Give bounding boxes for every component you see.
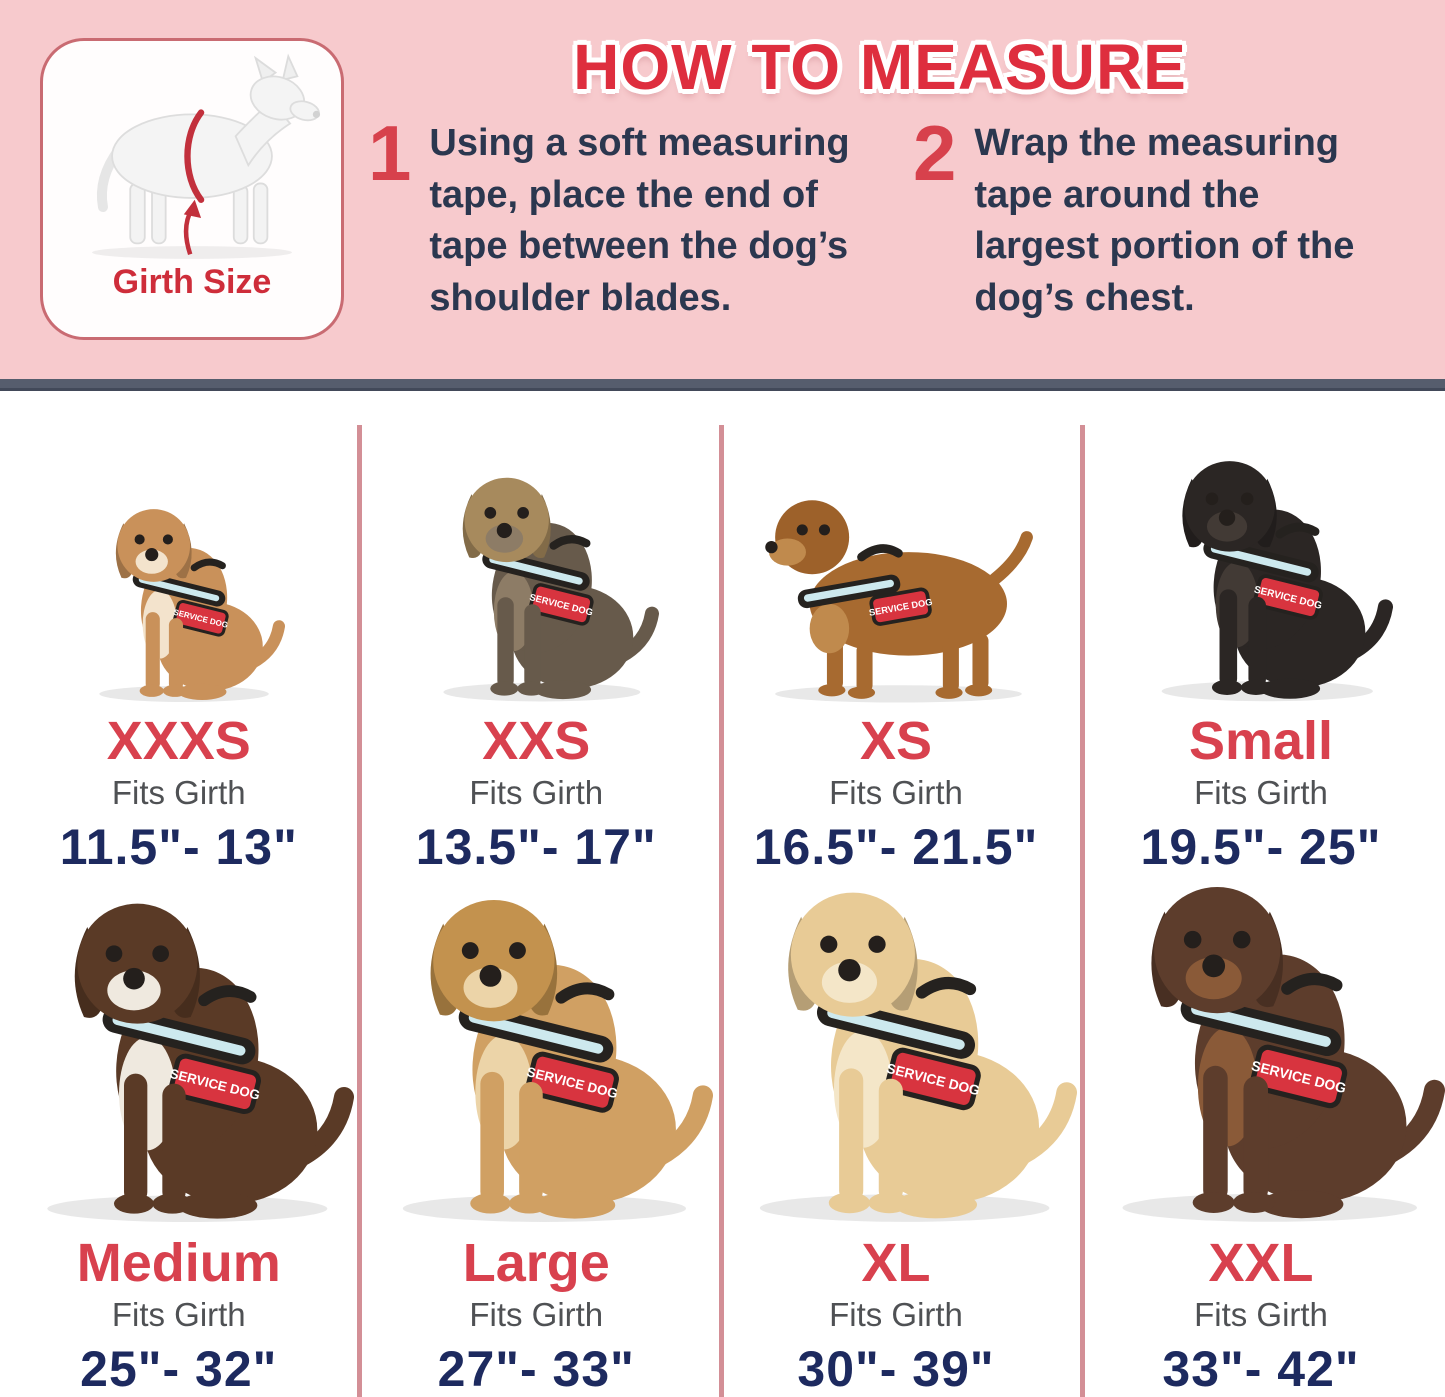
step-2-number: 2 bbox=[913, 109, 957, 197]
size-cell-medium: Medium Fits Girth 25"- 32" bbox=[0, 853, 358, 1397]
step-1: 1 Using a soft measuring tape, place the… bbox=[368, 109, 913, 325]
girth-range: 30"- 39" bbox=[797, 1340, 995, 1397]
column-divider bbox=[357, 425, 362, 1397]
measure-steps: 1 Using a soft measuring tape, place the… bbox=[368, 109, 1418, 325]
step-2-text: Wrap the measuring tape around the large… bbox=[974, 122, 1355, 320]
girth-range: 13.5"- 17" bbox=[415, 818, 657, 875]
column-divider bbox=[719, 425, 724, 1397]
girth-range: 16.5"- 21.5" bbox=[753, 818, 1039, 875]
dog-photo-dachshund-puppy bbox=[73, 493, 285, 705]
size-grid: XXXS Fits Girth 11.5"- 13" XXS Fits Girt… bbox=[0, 391, 1445, 1397]
fits-girth-label: Fits Girth bbox=[111, 773, 246, 811]
dog-photo-chocolate-doberman bbox=[1077, 859, 1445, 1227]
size-name: XL bbox=[861, 1233, 931, 1293]
girth-range: 25"- 32" bbox=[80, 1340, 278, 1397]
girth-size-label: Girth Size bbox=[112, 263, 272, 301]
page-title: HOW TO MEASURE bbox=[573, 31, 1187, 103]
size-cell-xxl: XXL Fits Girth 33"- 42" bbox=[1077, 853, 1445, 1397]
size-name: XXL bbox=[1208, 1233, 1314, 1293]
dog-photo-yorkshire-terrier bbox=[413, 459, 659, 705]
fits-girth-label: Fits Girth bbox=[829, 1295, 963, 1333]
step-2: 2 Wrap the measuring tape around the lar… bbox=[913, 109, 1418, 325]
fits-girth-label: Fits Girth bbox=[1194, 773, 1328, 811]
how-to-measure-header: HOW TO MEASURE Girth Size 1 Using a soft… bbox=[0, 0, 1445, 379]
size-name: XS bbox=[859, 711, 933, 771]
size-name: XXS bbox=[482, 711, 591, 771]
size-name: Small bbox=[1188, 711, 1334, 771]
size-name: XXXS bbox=[106, 711, 251, 771]
fits-girth-label: Fits Girth bbox=[469, 1295, 604, 1333]
column-divider bbox=[1080, 425, 1085, 1397]
fits-girth-label: Fits Girth bbox=[829, 773, 963, 811]
size-cell-xxs: XXS Fits Girth 13.5"- 17" bbox=[358, 391, 716, 875]
girth-range: 27"- 33" bbox=[437, 1340, 635, 1397]
size-cell-large: Large Fits Girth 27"- 33" bbox=[358, 853, 716, 1397]
dog-photo-dachshund bbox=[748, 483, 1044, 705]
dog-photo-black-pug bbox=[1129, 441, 1393, 705]
fits-girth-label: Fits Girth bbox=[469, 773, 604, 811]
fits-girth-label: Fits Girth bbox=[1194, 1295, 1328, 1333]
header-separator-bar bbox=[0, 379, 1445, 391]
girth-range: 11.5"- 13" bbox=[59, 818, 298, 875]
step-1-number: 1 bbox=[368, 109, 412, 197]
size-cell-small: Small Fits Girth 19.5"- 25" bbox=[1077, 391, 1445, 875]
step-1-text: Using a soft measuring tape, place the e… bbox=[429, 122, 850, 320]
girth-range: 19.5"- 25" bbox=[1140, 818, 1382, 875]
dog-photo-brown-mixed-breed bbox=[4, 877, 354, 1227]
size-name: Medium bbox=[76, 1233, 281, 1293]
dog-mannequin-illustration bbox=[51, 49, 333, 267]
size-name: Large bbox=[462, 1233, 610, 1293]
size-cell-xxxs: XXXS Fits Girth 11.5"- 13" bbox=[0, 391, 358, 875]
size-cell-xs: XS Fits Girth 16.5"- 21.5" bbox=[715, 391, 1077, 875]
size-cell-xl: XL Fits Girth 30"- 39" bbox=[715, 853, 1077, 1397]
girth-range: 33"- 42" bbox=[1162, 1340, 1360, 1397]
dog-photo-golden-retriever bbox=[715, 865, 1077, 1227]
dog-photo-tan-shepherd-mix bbox=[359, 873, 713, 1227]
girth-size-diagram: Girth Size bbox=[40, 38, 344, 340]
fits-girth-label: Fits Girth bbox=[111, 1295, 246, 1333]
